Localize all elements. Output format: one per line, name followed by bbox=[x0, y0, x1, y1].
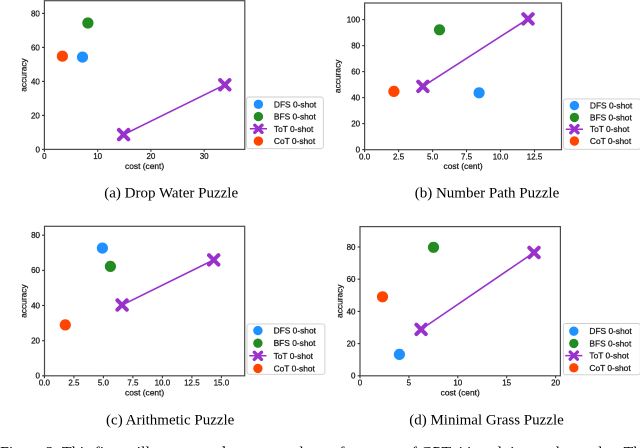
svg-text:12.5: 12.5 bbox=[527, 152, 543, 161]
svg-text:(c) Arithmetic Puzzle: (c) Arithmetic Puzzle bbox=[106, 412, 235, 428]
svg-text:5: 5 bbox=[407, 379, 412, 388]
svg-text:(a) Drop Water Puzzle: (a) Drop Water Puzzle bbox=[104, 186, 238, 202]
svg-text:BFS 0-shot: BFS 0-shot bbox=[274, 112, 317, 122]
svg-text:0: 0 bbox=[351, 372, 356, 381]
svg-text:DFS 0-shot: DFS 0-shot bbox=[590, 101, 633, 111]
svg-text:10.0: 10.0 bbox=[155, 379, 171, 388]
svg-text:60: 60 bbox=[31, 43, 40, 52]
svg-text:BFS 0-shot: BFS 0-shot bbox=[589, 338, 632, 348]
svg-text:10: 10 bbox=[93, 152, 102, 161]
svg-text:0.0: 0.0 bbox=[359, 152, 371, 161]
svg-text:5.0: 5.0 bbox=[427, 152, 439, 161]
svg-text:cost (cent): cost (cent) bbox=[444, 161, 483, 171]
svg-text:0: 0 bbox=[42, 152, 47, 161]
svg-text:DFS 0-shot: DFS 0-shot bbox=[589, 326, 632, 336]
svg-text:20: 20 bbox=[551, 379, 560, 388]
svg-text:5.0: 5.0 bbox=[98, 379, 110, 388]
svg-text:ToT 0-shot: ToT 0-shot bbox=[589, 351, 629, 361]
svg-text:BFS 0-shot: BFS 0-shot bbox=[274, 338, 317, 348]
svg-text:accuracy: accuracy bbox=[19, 57, 29, 91]
svg-text:accuracy: accuracy bbox=[333, 59, 343, 93]
svg-text:0: 0 bbox=[356, 146, 361, 155]
svg-text:DFS 0-shot: DFS 0-shot bbox=[274, 326, 317, 336]
svg-text:accuracy: accuracy bbox=[19, 284, 29, 318]
svg-text:20: 20 bbox=[347, 340, 356, 349]
svg-text:ToT 0-shot: ToT 0-shot bbox=[590, 124, 630, 134]
svg-text:BFS 0-shot: BFS 0-shot bbox=[590, 112, 633, 122]
svg-text:20: 20 bbox=[146, 152, 155, 161]
svg-text:40: 40 bbox=[351, 94, 360, 103]
svg-text:80: 80 bbox=[347, 243, 356, 252]
svg-text:10.0: 10.0 bbox=[493, 152, 509, 161]
svg-text:20: 20 bbox=[351, 120, 360, 129]
svg-text:CoT 0-shot: CoT 0-shot bbox=[274, 136, 316, 146]
svg-text:100: 100 bbox=[347, 16, 361, 25]
svg-text:20: 20 bbox=[31, 111, 40, 120]
svg-text:(d) Minimal Grass Puzzle: (d) Minimal Grass Puzzle bbox=[409, 412, 564, 428]
svg-text:60: 60 bbox=[351, 68, 360, 77]
svg-text:40: 40 bbox=[31, 77, 40, 86]
svg-text:12.5: 12.5 bbox=[184, 379, 200, 388]
svg-text:15: 15 bbox=[502, 379, 511, 388]
svg-text:(b) Number Path Puzzle: (b) Number Path Puzzle bbox=[415, 186, 560, 202]
svg-text:CoT 0-shot: CoT 0-shot bbox=[274, 363, 316, 373]
svg-text:80: 80 bbox=[351, 42, 360, 51]
svg-text:cost (cent): cost (cent) bbox=[125, 387, 164, 397]
svg-text:0: 0 bbox=[358, 379, 363, 388]
svg-text:2.5: 2.5 bbox=[393, 152, 405, 161]
svg-text:accuracy: accuracy bbox=[335, 284, 345, 318]
svg-text:7.5: 7.5 bbox=[461, 152, 473, 161]
svg-text:2.5: 2.5 bbox=[68, 379, 80, 388]
svg-text:CoT 0-shot: CoT 0-shot bbox=[590, 136, 632, 146]
svg-text:cost (cent): cost (cent) bbox=[125, 161, 164, 171]
svg-text:0: 0 bbox=[35, 145, 40, 154]
svg-text:80: 80 bbox=[31, 231, 40, 240]
svg-text:80: 80 bbox=[31, 9, 40, 18]
svg-text:ToT 0-shot: ToT 0-shot bbox=[274, 351, 314, 361]
svg-text:0: 0 bbox=[36, 372, 41, 381]
svg-text:40: 40 bbox=[31, 301, 40, 310]
svg-text:60: 60 bbox=[347, 275, 356, 284]
svg-text:60: 60 bbox=[31, 266, 40, 275]
svg-text:DFS 0-shot: DFS 0-shot bbox=[274, 99, 317, 109]
svg-text:15.0: 15.0 bbox=[214, 379, 230, 388]
svg-text:Figure 2: This figure illustra: Figure 2: This figure illustrates and co… bbox=[0, 445, 640, 448]
svg-text:30: 30 bbox=[200, 152, 209, 161]
svg-text:40: 40 bbox=[347, 307, 356, 316]
svg-text:ToT 0-shot: ToT 0-shot bbox=[274, 124, 314, 134]
svg-text:0.0: 0.0 bbox=[39, 379, 51, 388]
svg-text:cost (cent): cost (cent) bbox=[441, 387, 480, 397]
svg-text:20: 20 bbox=[31, 337, 40, 346]
svg-text:7.5: 7.5 bbox=[127, 379, 139, 388]
svg-text:10: 10 bbox=[453, 379, 462, 388]
svg-text:CoT 0-shot: CoT 0-shot bbox=[589, 363, 631, 373]
